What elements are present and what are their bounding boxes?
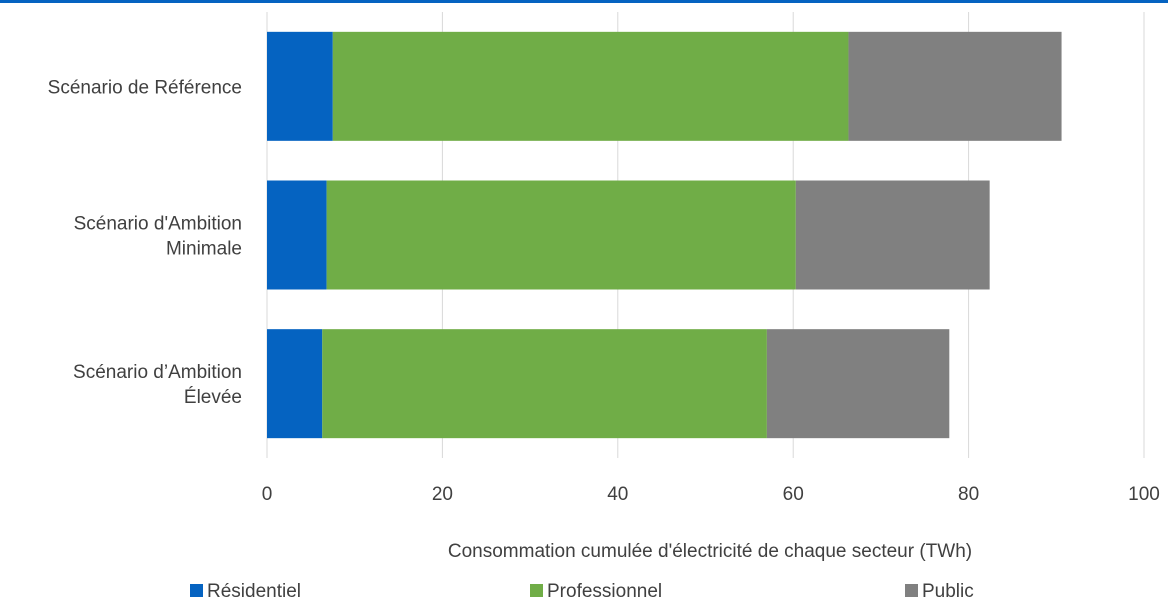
category-label: Scénario d’Ambition Élevée [73,362,242,408]
legend-swatch [530,584,543,597]
bar-segment [322,329,767,439]
legend: Résidentiel Professionnel Public [190,581,974,602]
bar-segment [267,31,333,141]
x-tick-label: 0 [262,484,273,505]
category-label-line: Scénario d’Ambition [73,362,242,383]
bar-segment [267,180,327,290]
legend-label: Professionnel [547,581,662,602]
category-label-line: Scénario de Référence [48,77,242,98]
bar-segment [795,180,990,290]
x-tick-label: 60 [783,484,804,505]
category-labels: Scénario de Référence Scénario d'Ambition… [48,77,242,408]
bar-segment [848,31,1062,141]
legend-swatch [905,584,918,597]
bar-segment [267,329,323,439]
bar-segment [332,31,849,141]
category-label-line: Minimale [166,239,242,260]
top-rule [0,0,1168,3]
category-label: Scénario de Référence [48,77,242,98]
category-label-line: Élevée [184,387,242,408]
legend-swatch [190,584,203,597]
x-axis-title: Consommation cumulée d'électricité de ch… [448,541,972,562]
x-tick-label: 100 [1128,484,1160,505]
x-tick-label: 20 [432,484,453,505]
legend-label: Résidentiel [207,581,301,602]
x-tick-label: 80 [958,484,979,505]
bars [267,31,1062,439]
x-tick-labels: 0 20 40 60 80 100 [262,484,1160,505]
bar-segment [326,180,796,290]
category-label: Scénario d'Ambition Minimale [74,214,242,260]
x-tick-label: 40 [607,484,628,505]
category-label-line: Scénario d'Ambition [74,214,242,235]
bar-segment [766,329,950,439]
legend-label: Public [922,581,974,602]
